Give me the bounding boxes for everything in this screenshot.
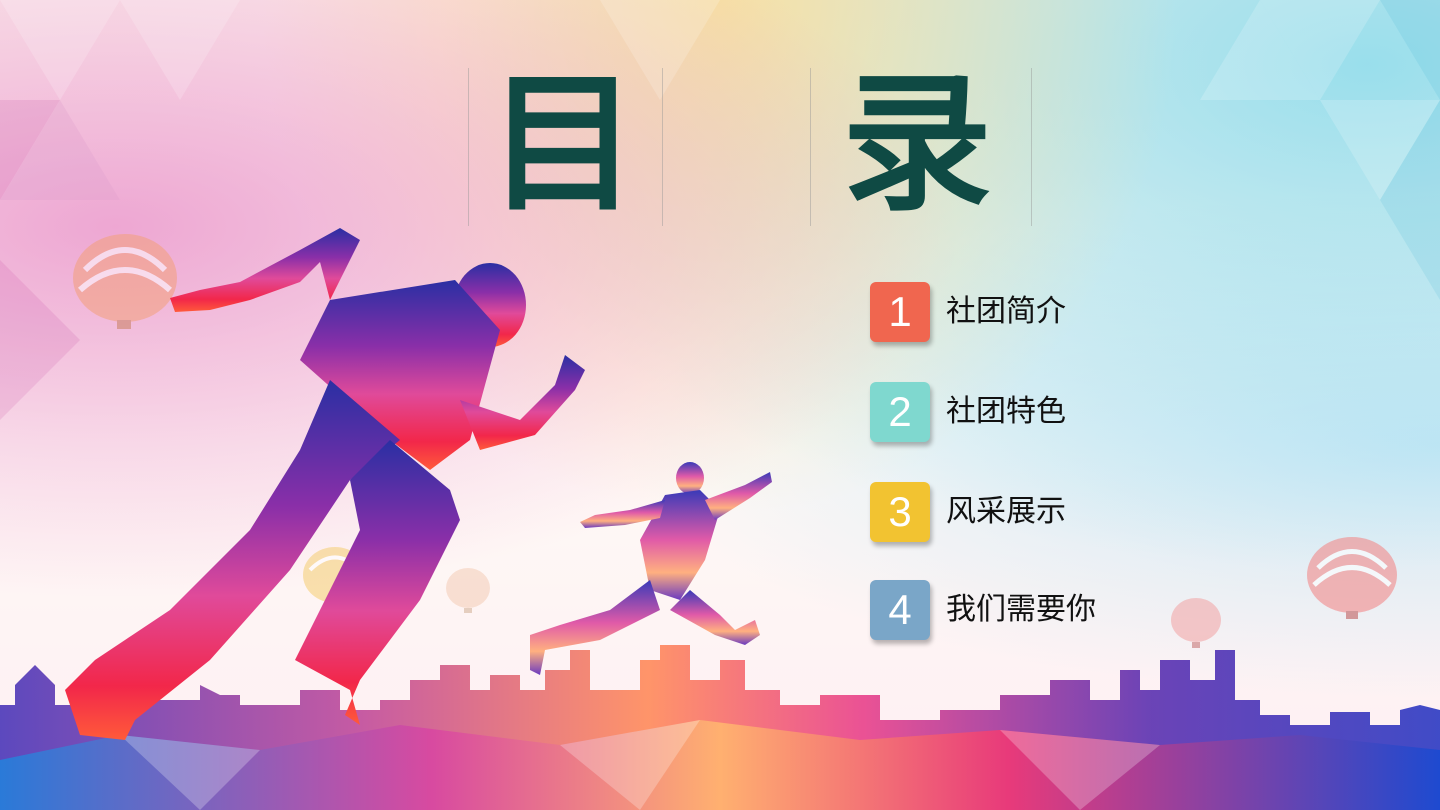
number-badge: 2	[870, 382, 930, 442]
number-badge: 3	[870, 482, 930, 542]
number-badge: 1	[870, 282, 930, 342]
toc-item-1[interactable]: 1 社团简介	[870, 282, 1200, 342]
title-divider	[810, 68, 811, 226]
title-divider	[662, 68, 663, 226]
title-divider	[468, 68, 469, 226]
toc-item-label: 风采展示	[946, 494, 1066, 529]
toc-item-4[interactable]: 4 我们需要你	[870, 580, 1200, 640]
page-title: 目 录	[468, 60, 1032, 230]
number-badge: 4	[870, 580, 930, 640]
title-divider	[1031, 68, 1032, 226]
toc-item-label: 社团特色	[946, 394, 1066, 429]
title-char-1: 目	[487, 58, 638, 232]
title-char-2: 录	[841, 58, 992, 232]
toc-item-2[interactable]: 2 社团特色	[870, 382, 1200, 442]
toc-item-label: 社团简介	[946, 294, 1066, 329]
toc-item-label: 我们需要你	[946, 592, 1096, 627]
toc-item-3[interactable]: 3 风采展示	[870, 482, 1200, 542]
